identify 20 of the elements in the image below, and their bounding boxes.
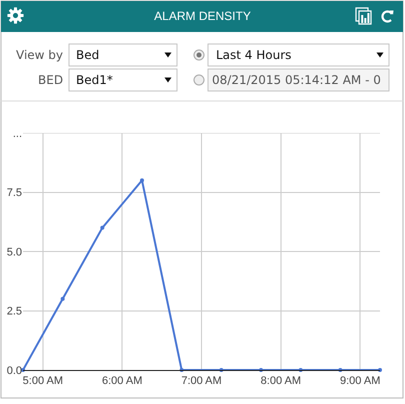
- chart-title: ALARM DENSITY: [154, 9, 251, 24]
- y-tick-label: 0.0: [6, 364, 22, 377]
- y-tick-label: ...: [12, 128, 22, 140]
- text: 08/21/2015 05:14:12 AM - 0: [212, 73, 381, 87]
- x-tick-label: 9:00 AM: [340, 375, 380, 388]
- point: [60, 296, 65, 301]
- point: [140, 178, 144, 182]
- text: Bed: [76, 48, 100, 62]
- y-tick-label: 7.5: [6, 187, 22, 200]
- y-tick-label: 5.0: [6, 246, 22, 258]
- y-tick-label: 2.5: [6, 306, 22, 318]
- x-tick-label: 7:00 AM: [181, 375, 222, 388]
- point: [100, 226, 104, 230]
- text: View by: [16, 48, 64, 62]
- x-tick-label: 8:00 AM: [260, 375, 302, 388]
- x-tick-label: 5:00 AM: [22, 375, 64, 388]
- x-tick-label: 6:00 AM: [102, 375, 142, 388]
- text: BED: [38, 73, 64, 87]
- text: Last 4 Hours: [216, 48, 292, 62]
- text: Bed1*: [76, 73, 113, 87]
